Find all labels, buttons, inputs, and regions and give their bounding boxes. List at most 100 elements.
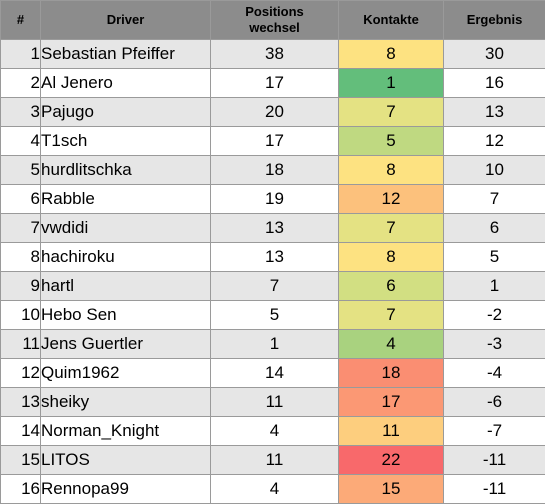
positionswechsel-cell: 17 <box>210 126 339 156</box>
pos-cell: 16 <box>0 474 41 504</box>
header-ergebnis: Ergebnis <box>443 0 545 40</box>
pos-cell: 11 <box>0 329 41 359</box>
ergebnis-cell: -7 <box>443 416 545 446</box>
driver-cell: Al Jenero <box>40 68 211 98</box>
ergebnis-cell: -4 <box>443 358 545 388</box>
ergebnis-cell: 16 <box>443 68 545 98</box>
driver-cell: vwdidi <box>40 213 211 243</box>
positionswechsel-cell: 4 <box>210 474 339 504</box>
driver-cell: hachiroku <box>40 242 211 272</box>
driver-cell: hartl <box>40 271 211 301</box>
table-row: 10 Hebo Sen 5 7 -2 <box>0 300 545 330</box>
table-row: 11 Jens Guertler 1 4 -3 <box>0 329 545 359</box>
ergebnis-cell: -11 <box>443 474 545 504</box>
ergebnis-cell: -3 <box>443 329 545 359</box>
driver-cell: Norman_Knight <box>40 416 211 446</box>
ergebnis-cell: 30 <box>443 39 545 69</box>
driver-cell: Jens Guertler <box>40 329 211 359</box>
kontakte-cell: 11 <box>338 416 444 446</box>
table-row: 16 Rennopa99 4 15 -11 <box>0 474 545 504</box>
pos-cell: 12 <box>0 358 41 388</box>
driver-cell: Rabble <box>40 184 211 214</box>
positionswechsel-cell: 1 <box>210 329 339 359</box>
driver-cell: LITOS <box>40 445 211 475</box>
driver-cell: T1sch <box>40 126 211 156</box>
kontakte-cell: 22 <box>338 445 444 475</box>
kontakte-cell: 12 <box>338 184 444 214</box>
positionswechsel-cell: 7 <box>210 271 339 301</box>
kontakte-cell: 6 <box>338 271 444 301</box>
table-row: 6 Rabble 19 12 7 <box>0 184 545 214</box>
ergebnis-cell: 5 <box>443 242 545 272</box>
kontakte-cell: 8 <box>338 242 444 272</box>
ergebnis-cell: 13 <box>443 97 545 127</box>
table-row: 13 sheiky 11 17 -6 <box>0 387 545 417</box>
pos-cell: 6 <box>0 184 41 214</box>
ergebnis-cell: -11 <box>443 445 545 475</box>
table-row: 8 hachiroku 13 8 5 <box>0 242 545 272</box>
kontakte-cell: 7 <box>338 97 444 127</box>
table-row: 1 Sebastian Pfeiffer 38 8 30 <box>0 39 545 69</box>
driver-cell: Pajugo <box>40 97 211 127</box>
positionswechsel-cell: 13 <box>210 213 339 243</box>
driver-cell: Rennopa99 <box>40 474 211 504</box>
header-kontakte: Kontakte <box>338 0 444 40</box>
ergebnis-cell: 6 <box>443 213 545 243</box>
pos-cell: 5 <box>0 155 41 185</box>
pos-cell: 13 <box>0 387 41 417</box>
table-row: 7 vwdidi 13 7 6 <box>0 213 545 243</box>
positionswechsel-cell: 13 <box>210 242 339 272</box>
pos-cell: 9 <box>0 271 41 301</box>
kontakte-cell: 8 <box>338 39 444 69</box>
driver-cell: hurdlitschka <box>40 155 211 185</box>
pos-cell: 1 <box>0 39 41 69</box>
kontakte-cell: 4 <box>338 329 444 359</box>
table-row: 12 Quim1962 14 18 -4 <box>0 358 545 388</box>
positionswechsel-cell: 11 <box>210 445 339 475</box>
pos-cell: 14 <box>0 416 41 446</box>
positionswechsel-cell: 38 <box>210 39 339 69</box>
pos-cell: 7 <box>0 213 41 243</box>
ergebnis-cell: -6 <box>443 387 545 417</box>
header-positionswechsel: Positions wechsel <box>210 0 339 40</box>
driver-cell: Sebastian Pfeiffer <box>40 39 211 69</box>
table-header: # Driver Positions wechsel Kontakte Erge… <box>0 0 545 40</box>
kontakte-cell: 5 <box>338 126 444 156</box>
kontakte-cell: 8 <box>338 155 444 185</box>
pos-cell: 3 <box>0 97 41 127</box>
pos-cell: 2 <box>0 68 41 98</box>
positionswechsel-cell: 17 <box>210 68 339 98</box>
ergebnis-cell: -2 <box>443 300 545 330</box>
kontakte-cell: 18 <box>338 358 444 388</box>
table-row: 5 hurdlitschka 18 8 10 <box>0 155 545 185</box>
positionswechsel-cell: 18 <box>210 155 339 185</box>
pos-cell: 15 <box>0 445 41 475</box>
driver-cell: Quim1962 <box>40 358 211 388</box>
ergebnis-cell: 7 <box>443 184 545 214</box>
positionswechsel-cell: 20 <box>210 97 339 127</box>
header-positionswechsel-line1: Positions <box>245 4 304 19</box>
kontakte-cell: 7 <box>338 300 444 330</box>
positionswechsel-cell: 11 <box>210 387 339 417</box>
pos-cell: 4 <box>0 126 41 156</box>
ergebnis-cell: 10 <box>443 155 545 185</box>
table-row: 14 Norman_Knight 4 11 -7 <box>0 416 545 446</box>
kontakte-cell: 1 <box>338 68 444 98</box>
pos-cell: 10 <box>0 300 41 330</box>
header-row: # Driver Positions wechsel Kontakte Erge… <box>0 0 545 40</box>
driver-cell: Hebo Sen <box>40 300 211 330</box>
header-driver: Driver <box>40 0 211 40</box>
ergebnis-cell: 12 <box>443 126 545 156</box>
ergebnis-cell: 1 <box>443 271 545 301</box>
positionswechsel-cell: 14 <box>210 358 339 388</box>
header-positionswechsel-line2: wechsel <box>249 20 300 35</box>
kontakte-cell: 7 <box>338 213 444 243</box>
table-row: 9 hartl 7 6 1 <box>0 271 545 301</box>
table-row: 2 Al Jenero 17 1 16 <box>0 68 545 98</box>
driver-cell: sheiky <box>40 387 211 417</box>
positionswechsel-cell: 19 <box>210 184 339 214</box>
positionswechsel-cell: 4 <box>210 416 339 446</box>
pos-cell: 8 <box>0 242 41 272</box>
table-row: 3 Pajugo 20 7 13 <box>0 97 545 127</box>
